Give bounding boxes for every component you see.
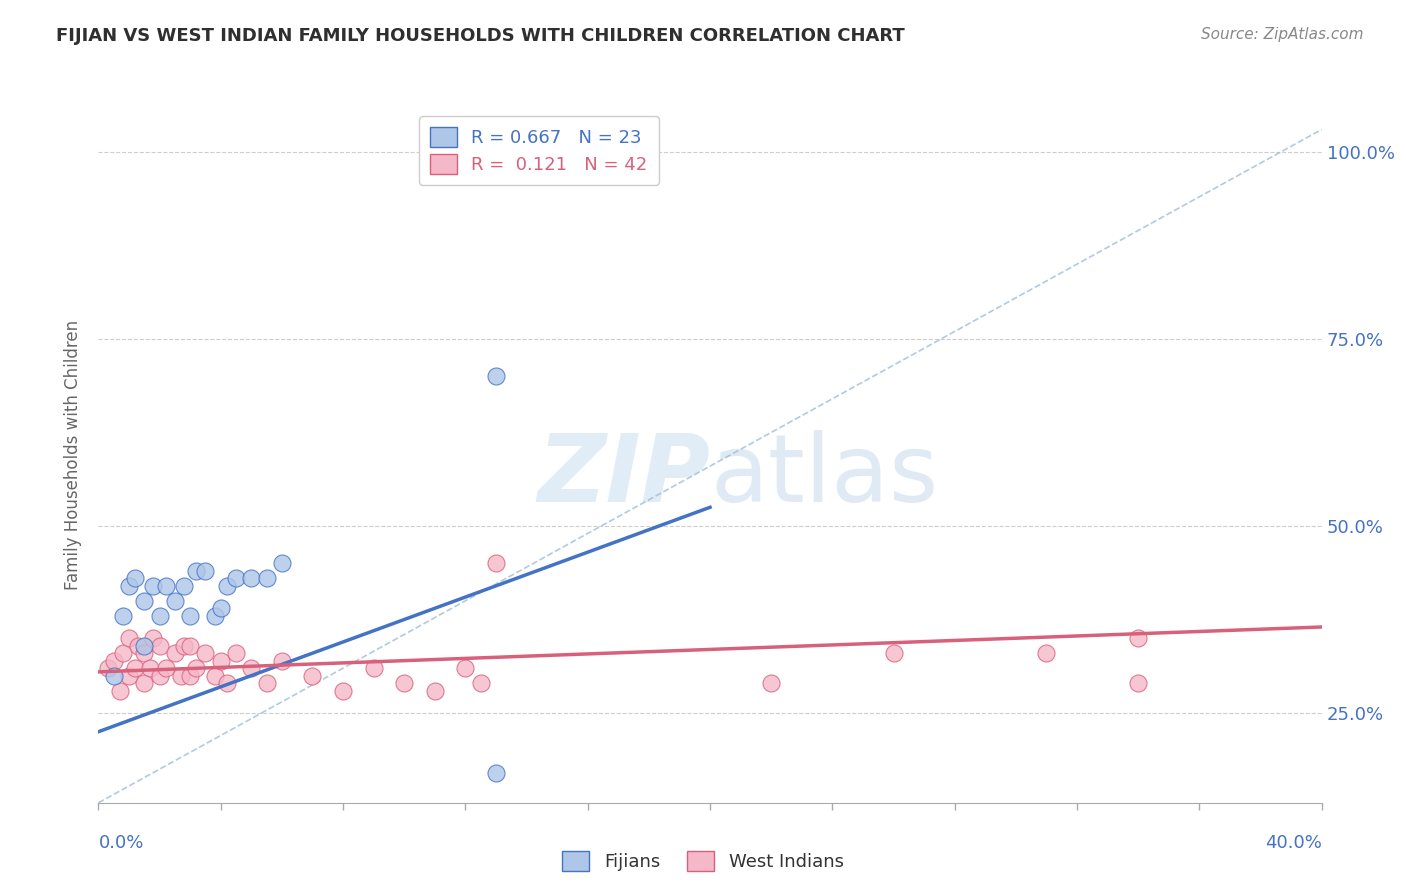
Point [225,646,247,660]
Point [118,631,141,645]
Point [163,646,186,660]
Point [103,654,125,668]
Point [194,564,217,578]
Point [127,639,149,653]
Point [1035,646,1057,660]
Point [454,661,477,675]
Point [883,646,905,660]
Point [111,608,134,623]
Point [759,676,782,690]
Point [170,668,193,682]
Legend: R = 0.667   N = 23, R =  0.121   N = 42: R = 0.667 N = 23, R = 0.121 N = 42 [419,116,658,185]
Text: FIJIAN VS WEST INDIAN FAMILY HOUSEHOLDS WITH CHILDREN CORRELATION CHART: FIJIAN VS WEST INDIAN FAMILY HOUSEHOLDS … [56,27,905,45]
Point [204,608,226,623]
Point [186,564,208,578]
Point [270,557,292,571]
Point [179,639,201,653]
Text: ZIP: ZIP [537,430,710,522]
Point [97,661,120,675]
Point [108,683,131,698]
Text: 40.0%: 40.0% [1265,834,1322,852]
Point [118,668,141,682]
Point [204,668,226,682]
Text: Source: ZipAtlas.com: Source: ZipAtlas.com [1201,27,1364,42]
Y-axis label: Family Households with Children: Family Households with Children [65,320,83,590]
Point [149,639,172,653]
Point [134,639,156,653]
Point [118,579,141,593]
Point [103,668,125,682]
Point [139,661,162,675]
Point [179,608,201,623]
Point [240,661,263,675]
Point [194,646,217,660]
Point [392,676,416,690]
Point [256,571,278,585]
Point [134,676,156,690]
Point [173,639,195,653]
Point [485,557,508,571]
Point [124,661,146,675]
Point [134,646,156,660]
Legend: Fijians, West Indians: Fijians, West Indians [555,844,851,879]
Point [149,608,172,623]
Point [163,594,186,608]
Point [124,571,146,585]
Point [179,668,201,682]
Point [485,765,508,780]
Point [209,601,232,615]
Point [209,654,232,668]
Point [155,579,177,593]
Point [155,661,177,675]
Point [142,631,165,645]
Text: 0.0%: 0.0% [98,834,143,852]
Point [485,369,508,384]
Point [301,668,323,682]
Point [225,571,247,585]
Point [215,676,238,690]
Point [149,668,172,682]
Point [470,676,492,690]
Point [134,594,156,608]
Point [363,661,385,675]
Point [240,571,263,585]
Text: atlas: atlas [710,430,938,522]
Point [215,579,238,593]
Point [186,661,208,675]
Point [423,683,446,698]
Point [173,579,195,593]
Point [142,579,165,593]
Point [270,654,292,668]
Point [1128,676,1150,690]
Point [111,646,134,660]
Point [1128,631,1150,645]
Point [256,676,278,690]
Point [332,683,354,698]
